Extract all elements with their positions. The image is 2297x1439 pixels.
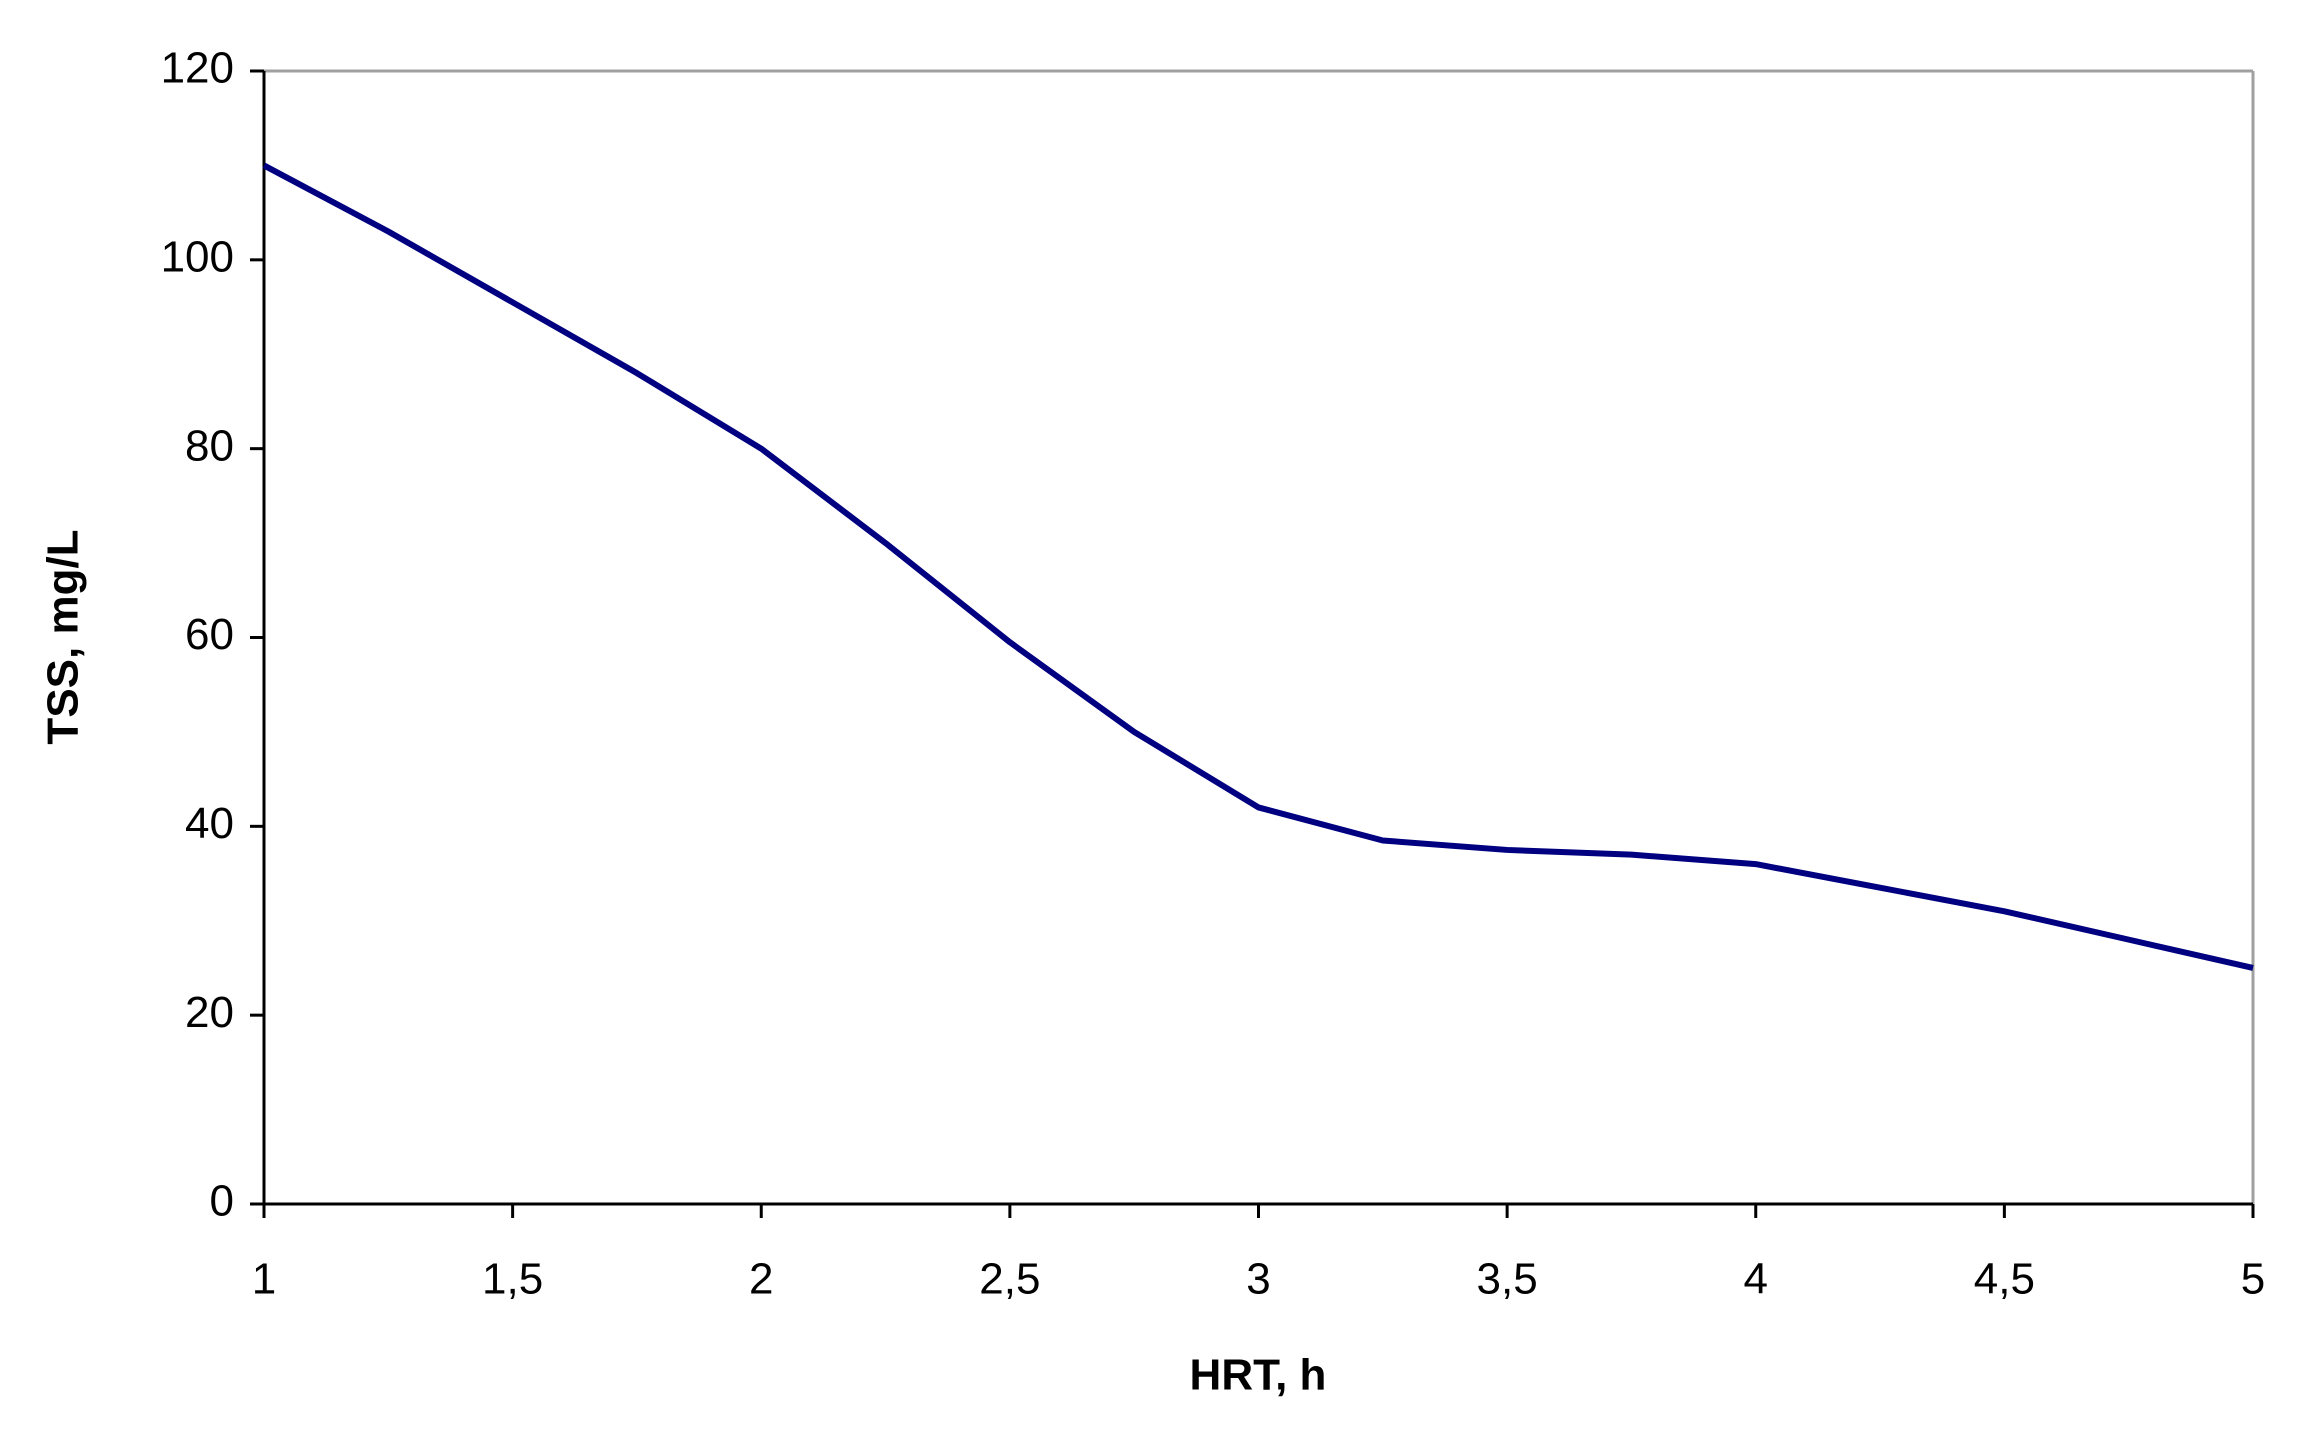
x-tick-label: 3,5 — [1477, 1255, 1538, 1304]
y-tick-label: 40 — [185, 799, 234, 848]
y-tick-label: 0 — [210, 1177, 234, 1226]
y-tick-label: 80 — [185, 421, 234, 470]
x-tick-label: 4 — [1744, 1255, 1768, 1304]
x-axis-title: HRT, h — [1190, 1351, 1327, 1400]
x-tick-label: 5 — [2241, 1255, 2265, 1304]
x-tick-label: 2,5 — [979, 1255, 1040, 1304]
data-line — [262, 162, 2254, 971]
x-tick-label: 1,5 — [482, 1255, 543, 1304]
y-tick-label: 120 — [161, 44, 234, 93]
y-tick-label: 60 — [185, 610, 234, 659]
x-tick-label: 1 — [252, 1255, 276, 1304]
y-axis-title: TSS, mg/L — [39, 529, 88, 744]
y-tick-label: 20 — [185, 988, 234, 1037]
y-tick-label: 100 — [161, 232, 234, 281]
x-tick-label: 4,5 — [1974, 1255, 2035, 1304]
x-tick-label: 2 — [749, 1255, 773, 1304]
x-tick-label: 3 — [1246, 1255, 1270, 1304]
